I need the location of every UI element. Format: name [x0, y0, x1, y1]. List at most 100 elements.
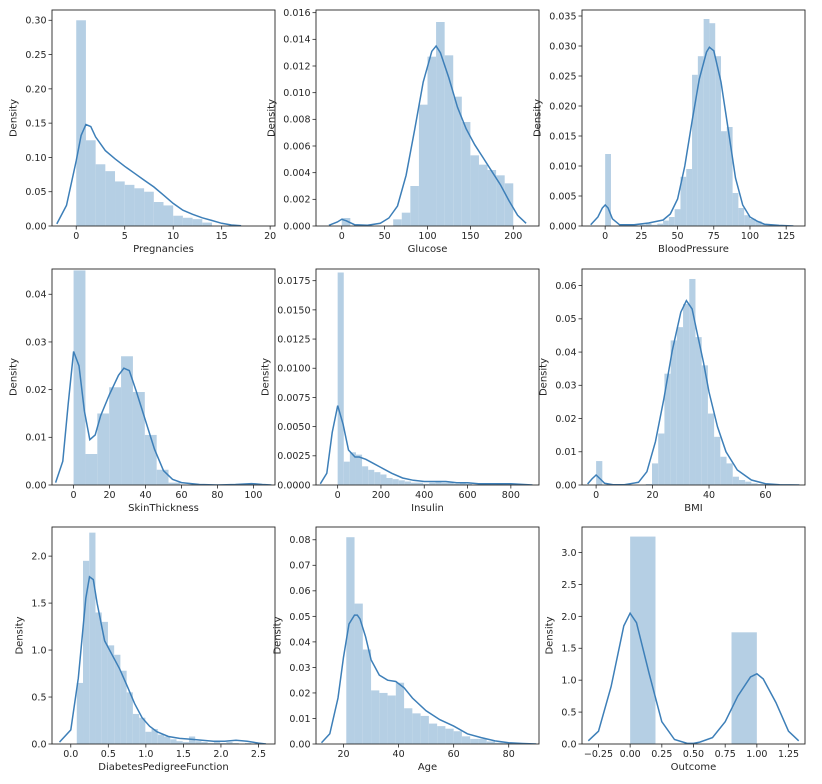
kde-line	[587, 299, 800, 485]
x-tick-label: 0	[602, 231, 608, 242]
histogram-bar	[355, 454, 363, 485]
axes-frame	[51, 526, 276, 745]
histogram-bar	[176, 741, 183, 744]
y-tick-label: 0.04	[555, 347, 576, 358]
x-tick-label: 0	[339, 231, 345, 242]
histogram-bar	[427, 56, 437, 226]
x-tick-label: 200	[372, 490, 390, 501]
histogram-bar	[630, 536, 656, 744]
histogram-bar	[447, 482, 454, 485]
histogram-bar	[393, 219, 402, 226]
histogram-bar	[341, 218, 351, 226]
histogram-bar	[709, 23, 716, 227]
histogram-bar	[745, 481, 752, 485]
subplot-glucose: 0 50 100 150 200 0.000 0.002 0.004 0.006 0.008 0.0…	[266, 8, 540, 255]
y-tick-label: 0.016	[283, 8, 310, 19]
histogram-bar	[105, 171, 116, 226]
x-tick-label: 50	[379, 231, 391, 242]
histogram-bar	[692, 74, 698, 226]
y-axis-label: Density	[544, 616, 555, 654]
histogram-bar	[664, 373, 671, 485]
histogram-bar	[761, 224, 768, 226]
histogram-bar	[749, 218, 756, 226]
x-tick-label: 100	[741, 231, 759, 242]
histogram-bar	[689, 278, 696, 485]
y-axis-label: Density	[532, 99, 543, 137]
histogram-bar	[188, 736, 196, 744]
histogram-bar	[703, 19, 710, 226]
y-tick-label: 0.01	[25, 433, 46, 444]
histogram-bar	[95, 612, 102, 744]
y-tick-label: 0.0125	[277, 334, 310, 345]
x-tick-label: 1.0	[138, 749, 153, 760]
x-tick-label: 0.00	[620, 749, 641, 760]
histogram-bar	[213, 742, 221, 744]
histogram-bar	[85, 454, 98, 485]
histogram-bar	[73, 270, 86, 485]
x-tick-label: 40	[393, 749, 405, 760]
histogram-bar	[398, 480, 405, 485]
histogram-bar	[435, 481, 442, 485]
y-axis-label: Density	[8, 99, 19, 137]
histogram-bar	[202, 222, 212, 226]
histogram-bar	[346, 537, 355, 744]
x-axis-label: Outcome	[671, 762, 717, 773]
histogram-bar	[89, 532, 96, 744]
x-axis-label: Pregnancies	[133, 244, 194, 255]
histogram-bar	[658, 433, 665, 485]
histogram-bar	[478, 164, 488, 226]
x-tick-label: 125	[777, 231, 795, 242]
y-axis-label: Density	[14, 616, 25, 654]
subplot-outcome: −0.25 0.00 0.25 0.50 0.75 1.00 1.25 0.0 0.5 1.0 1.…	[544, 526, 806, 773]
subplot-age: 20 40 60 80 0.00 0.01 0.02 0.03 0.04 0.05 0.06 0.07…	[272, 526, 540, 773]
y-axis-label: Density	[538, 358, 549, 396]
histogram-bar	[349, 452, 356, 485]
histogram-bar	[164, 736, 171, 744]
histogram-bar	[676, 327, 684, 485]
kde-line	[320, 614, 537, 744]
histogram-bar	[423, 483, 430, 485]
y-tick-label: 0.10	[25, 153, 46, 164]
x-tick-label: 20	[104, 490, 116, 501]
histogram-bar	[392, 479, 399, 485]
histogram-bar	[721, 131, 727, 226]
x-tick-label: 0	[73, 231, 79, 242]
y-tick-label: 0.010	[283, 88, 310, 99]
x-tick-label: 0.50	[683, 749, 704, 760]
histogram-bar	[226, 742, 233, 744]
x-tick-label: 20	[337, 749, 349, 760]
histogram-bar	[182, 217, 193, 226]
x-tick-label: 10	[167, 231, 179, 242]
x-tick-label: 0	[71, 490, 77, 501]
y-axis-label: Density	[266, 99, 277, 137]
y-tick-label: 0.012	[283, 61, 310, 72]
histogram-bar	[437, 726, 446, 744]
histogram-bar	[486, 741, 495, 744]
y-tick-label: 0.00	[25, 221, 46, 232]
x-axis-label: Insulin	[411, 503, 444, 514]
histogram-bar	[751, 483, 758, 485]
x-tick-label: −0.25	[584, 749, 613, 760]
histogram-bar	[680, 176, 687, 226]
histogram-bar	[755, 221, 762, 226]
histogram-bar	[436, 22, 445, 226]
histogram-bar	[657, 223, 664, 226]
histogram-bar	[596, 461, 603, 485]
histogram-bar	[470, 738, 479, 744]
x-axis-label: DiabetesPedigreeFunction	[98, 762, 228, 773]
y-tick-label: 0.06	[555, 281, 576, 292]
y-tick-label: 0.04	[25, 290, 46, 301]
axes-frame	[581, 268, 806, 486]
histogram-bar	[504, 183, 514, 226]
x-tick-label: 75	[708, 231, 720, 242]
histogram-bar	[714, 436, 721, 485]
x-tick-label: 200	[504, 231, 522, 242]
x-axis-label: BloodPressure	[658, 244, 729, 255]
histogram-bar	[76, 20, 86, 226]
y-tick-label: 0.5	[31, 692, 46, 703]
x-tick-label: 60	[759, 490, 771, 501]
histogram-bar	[354, 603, 363, 744]
y-tick-label: 0.0175	[277, 276, 310, 287]
histogram-bar	[441, 482, 448, 485]
histogram-bar	[124, 184, 135, 226]
